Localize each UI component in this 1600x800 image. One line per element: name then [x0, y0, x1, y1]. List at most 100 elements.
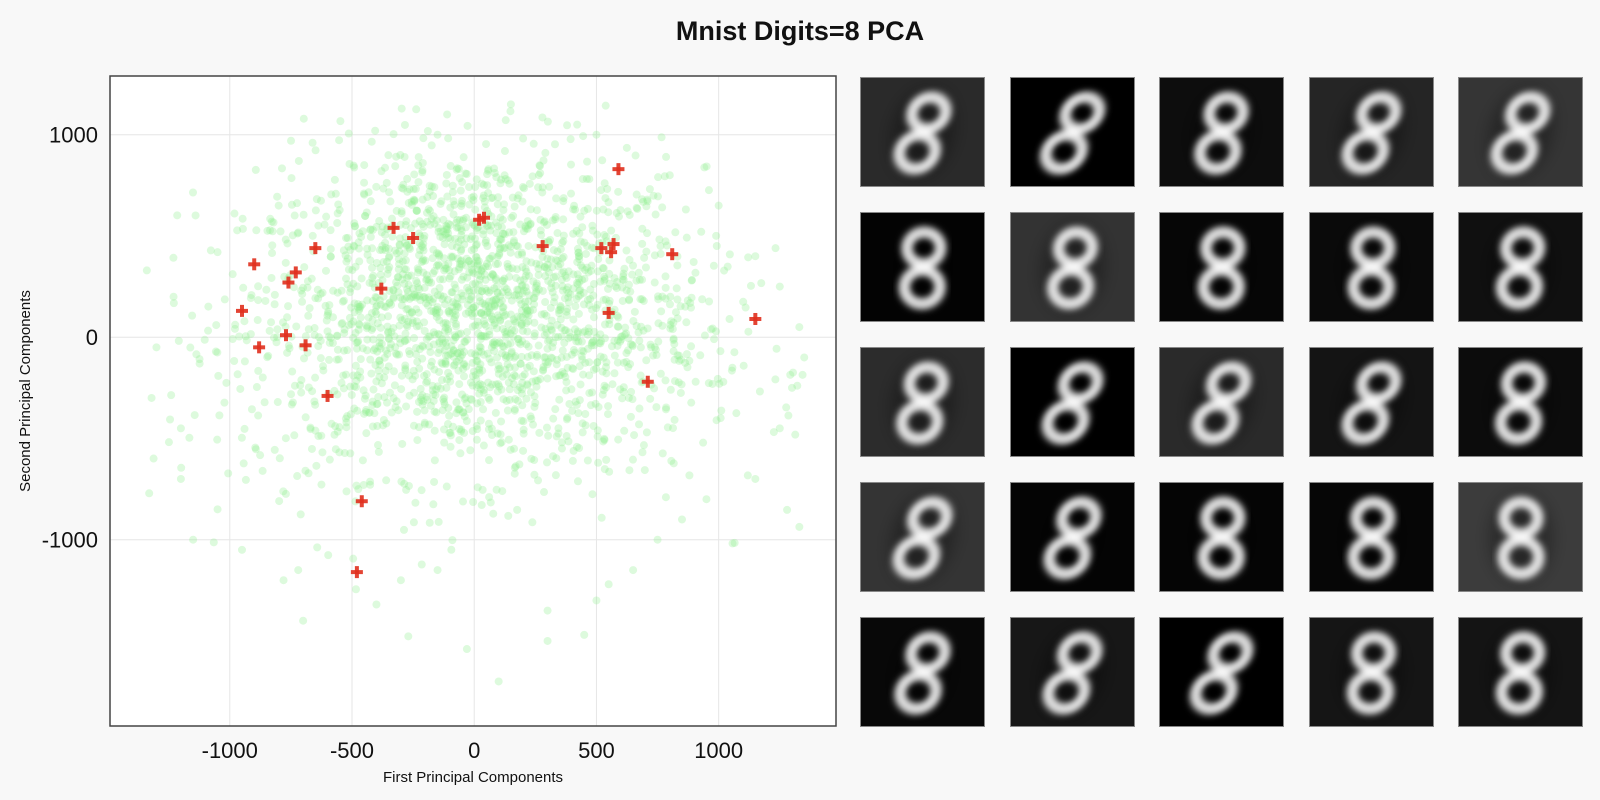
cloud-point [407, 308, 416, 317]
cloud-point [448, 288, 457, 297]
cloud-point [490, 168, 499, 177]
cloud-point [400, 120, 409, 129]
cloud-point [449, 346, 458, 355]
cloud-point [397, 371, 406, 380]
cloud-point [579, 132, 588, 141]
cloud-point [467, 246, 476, 255]
cloud-point [460, 428, 469, 437]
cloud-point [397, 477, 406, 486]
cloud-point [471, 252, 480, 261]
cloud-point [473, 483, 482, 492]
cloud-point [728, 539, 737, 548]
cloud-point [445, 411, 454, 420]
cloud-point [492, 295, 501, 304]
cloud-point [318, 448, 327, 457]
cloud-point [549, 338, 558, 347]
cloud-point [457, 260, 466, 269]
cloud-point [474, 280, 483, 289]
cloud-point [375, 372, 384, 381]
cloud-point [582, 174, 591, 183]
cloud-point [494, 222, 503, 231]
cloud-point [426, 332, 435, 341]
cloud-point [435, 308, 444, 317]
cloud-point [673, 261, 682, 270]
cloud-point [321, 266, 330, 275]
cloud-point [429, 212, 438, 221]
cloud-point [530, 300, 539, 309]
cloud-point [532, 206, 541, 215]
cloud-point [521, 310, 530, 319]
cloud-point [474, 260, 483, 269]
cloud-point [523, 224, 532, 233]
cloud-point [527, 351, 536, 360]
cloud-point [510, 353, 519, 362]
cloud-point [464, 308, 473, 317]
cloud-point [476, 272, 485, 281]
cloud-point [550, 140, 559, 149]
cloud-point [583, 242, 592, 251]
cloud-point [518, 250, 527, 259]
cloud-point [188, 311, 197, 320]
cloud-point [616, 206, 625, 215]
cloud-point [638, 224, 647, 233]
cloud-point [612, 209, 621, 218]
cloud-point [757, 279, 766, 288]
cloud-point [429, 192, 438, 201]
cloud-point [254, 296, 263, 305]
cloud-point [675, 356, 684, 365]
cloud-point [344, 129, 353, 138]
cloud-point [578, 223, 587, 232]
cloud-point [433, 303, 442, 312]
cloud-point [775, 282, 784, 291]
cloud-point [421, 294, 430, 303]
cloud-point [613, 341, 622, 350]
cloud-point [489, 509, 498, 518]
cloud-point [517, 313, 526, 322]
cloud-point [476, 297, 485, 306]
cloud-point [359, 386, 368, 395]
cloud-point [525, 179, 534, 188]
cloud-point [426, 361, 435, 370]
cloud-point [506, 107, 515, 116]
cloud-point [542, 220, 551, 229]
cloud-point [428, 254, 437, 263]
cloud-point [509, 332, 518, 341]
cloud-point [681, 358, 690, 367]
cloud-point [617, 335, 626, 344]
cloud-point [428, 386, 437, 395]
cloud-point [384, 327, 393, 336]
cloud-point [412, 317, 421, 326]
cloud-point [601, 101, 610, 110]
cloud-point [666, 324, 675, 333]
cloud-point [490, 295, 499, 304]
plot-area [110, 76, 836, 726]
cloud-point [484, 301, 493, 310]
cloud-point [510, 202, 519, 211]
cloud-point [700, 331, 709, 340]
digit-thumbnail [1308, 347, 1434, 457]
cloud-point [381, 303, 390, 312]
cloud-point [405, 244, 414, 253]
cloud-point [529, 305, 538, 314]
cloud-point [397, 183, 406, 192]
cloud-point [435, 337, 444, 346]
cloud-point [496, 439, 505, 448]
cloud-point [377, 339, 386, 348]
cloud-point [383, 349, 392, 358]
cloud-point [620, 264, 629, 273]
cloud-point [518, 326, 527, 335]
cloud-point [435, 367, 444, 376]
cloud-point [509, 238, 518, 247]
cloud-point [454, 366, 463, 375]
cloud-point [368, 279, 377, 288]
cloud-point [477, 347, 486, 356]
cloud-point [455, 263, 464, 272]
cloud-point [581, 358, 590, 367]
cloud-point [488, 380, 497, 389]
cloud-point [449, 315, 458, 324]
cloud-point [465, 268, 474, 277]
cloud-point [452, 165, 461, 174]
cloud-point [522, 267, 531, 276]
cloud-point [652, 403, 661, 412]
cloud-point [476, 360, 485, 369]
